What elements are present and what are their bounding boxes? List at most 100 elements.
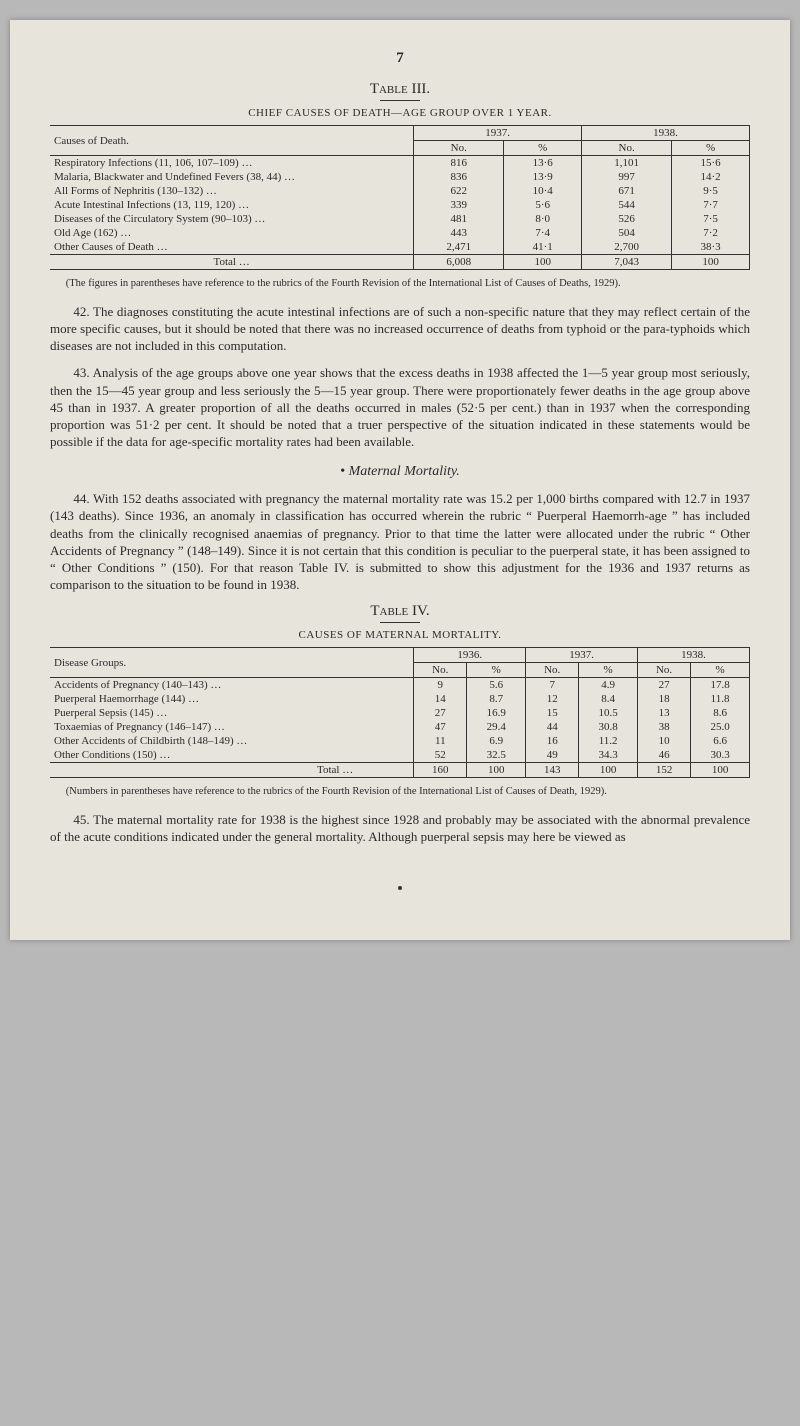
table4-sub-pct: % (467, 663, 526, 678)
table3-sub-pct: % (672, 141, 750, 156)
table-row-val: 8.4 (579, 692, 638, 706)
table4-total-b-no: 143 (526, 763, 579, 778)
table3-total-b-no: 7,043 (582, 255, 672, 270)
table4-head-1937: 1937. (526, 648, 638, 663)
table-row-val: 17.8 (691, 678, 750, 693)
table3-sub-no: No. (582, 141, 672, 156)
table-row-val: 30.8 (579, 720, 638, 734)
table-row-val: 44 (526, 720, 579, 734)
table-row-val: 32.5 (467, 748, 526, 763)
table-row-val: 34.3 (579, 748, 638, 763)
table-row-val: 16 (526, 734, 579, 748)
table-row-val: 47 (414, 720, 467, 734)
table3-head-causes: Causes of Death. (50, 126, 414, 156)
table-row-val: 11.2 (579, 734, 638, 748)
table-row-val: 13·9 (504, 170, 582, 184)
table-row-val: 5.6 (467, 678, 526, 693)
table-row-cause: Respiratory Infections (11, 106, 107–109… (50, 156, 414, 171)
table-row-val: 15·6 (672, 156, 750, 171)
para-42: 42. The diagnoses constituting the acute… (50, 303, 750, 354)
table-row-val: 30.3 (691, 748, 750, 763)
table-row-val: 1,101 (582, 156, 672, 171)
table-row-val: 7 (526, 678, 579, 693)
table3-total-b-pct: 100 (672, 255, 750, 270)
table4-caption: CAUSES OF MATERNAL MORTALITY. (50, 629, 750, 641)
table-row-val: 10.5 (579, 706, 638, 720)
table4-sub-no: No. (414, 663, 467, 678)
table-row-cause: Puerperal Sepsis (145) … (50, 706, 414, 720)
table-row-val: 2,700 (582, 240, 672, 255)
table4-sub-pct: % (579, 663, 638, 678)
table-row-val: 7·7 (672, 198, 750, 212)
table4-footnote: (Numbers in parentheses have reference t… (50, 786, 750, 797)
para-44: 44. With 152 deaths associated with preg… (50, 490, 750, 593)
para-45: 45. The maternal mortality rate for 1938… (50, 811, 750, 845)
rule (380, 100, 420, 101)
table-row-val: 13·6 (504, 156, 582, 171)
table3-sub-no: No. (414, 141, 504, 156)
table-row-val: 12 (526, 692, 579, 706)
table-row-val: 16.9 (467, 706, 526, 720)
table-row-val: 7·5 (672, 212, 750, 226)
table-row-val: 544 (582, 198, 672, 212)
table-row-val: 339 (414, 198, 504, 212)
table-row-val: 504 (582, 226, 672, 240)
table3-footnote: (The figures in parentheses have referen… (50, 278, 750, 289)
table-row-val: 46 (638, 748, 691, 763)
table4-head-1936: 1936. (414, 648, 526, 663)
table-row-val: 836 (414, 170, 504, 184)
table-row-val: 8.6 (691, 706, 750, 720)
table-row-val: 11 (414, 734, 467, 748)
table-row-val: 6.9 (467, 734, 526, 748)
table-row-val: 38 (638, 720, 691, 734)
page: 7 Table III. CHIEF CAUSES OF DEATH—AGE G… (10, 20, 790, 940)
table-row-val: 9·5 (672, 184, 750, 198)
table4-total-a-pct: 100 (467, 763, 526, 778)
table3-total-label: Total … (50, 255, 414, 270)
table-row-cause: Puerperal Haemorrhage (144) … (50, 692, 414, 706)
table-row-val: 481 (414, 212, 504, 226)
table3-caption: CHIEF CAUSES OF DEATH—AGE GROUP OVER 1 Y… (50, 107, 750, 119)
table4-label: Table IV. (50, 603, 750, 620)
table-row-val: 14·2 (672, 170, 750, 184)
table-row-cause: Old Age (162) … (50, 226, 414, 240)
table-row-cause: Toxaemias of Pregnancy (146–147) … (50, 720, 414, 734)
table-row-val: 10·4 (504, 184, 582, 198)
table-row-val: 38·3 (672, 240, 750, 255)
table3-head-1938: 1938. (582, 126, 750, 141)
table-row-cause: Other Accidents of Childbirth (148–149) … (50, 734, 414, 748)
table-row-val: 15 (526, 706, 579, 720)
table4: Disease Groups. 1936. 1937. 1938. No. % … (50, 647, 750, 778)
table-row-cause: Accidents of Pregnancy (140–143) … (50, 678, 414, 693)
table4-total-label: Total … (50, 763, 414, 778)
table-row-val: 41·1 (504, 240, 582, 255)
table4-head-groups: Disease Groups. (50, 648, 414, 678)
table3-label: Table III. (50, 81, 750, 98)
page-number: 7 (50, 50, 750, 67)
table-row-val: 2,471 (414, 240, 504, 255)
table3: Causes of Death. 1937. 1938. No. % No. %… (50, 125, 750, 270)
table-row-val: 13 (638, 706, 691, 720)
table-row-val: 671 (582, 184, 672, 198)
table-row-val: 25.0 (691, 720, 750, 734)
table-row-val: 5·6 (504, 198, 582, 212)
table-row-cause: Malaria, Blackwater and Undefined Fevers… (50, 170, 414, 184)
table-row-val: 622 (414, 184, 504, 198)
table-row-cause: Other Conditions (150) … (50, 748, 414, 763)
table-row-val: 4.9 (579, 678, 638, 693)
table-row-val: 9 (414, 678, 467, 693)
table3-total-a-pct: 100 (504, 255, 582, 270)
table4-total-c-no: 152 (638, 763, 691, 778)
rule (380, 622, 420, 623)
maternal-heading: Maternal Mortality. (50, 464, 750, 480)
table-row-val: 27 (414, 706, 467, 720)
table4-total-c-pct: 100 (691, 763, 750, 778)
table-row-val: 27 (638, 678, 691, 693)
table4-sub-pct: % (691, 663, 750, 678)
table-row-val: 443 (414, 226, 504, 240)
table3-sub-pct: % (504, 141, 582, 156)
table-row-val: 8·0 (504, 212, 582, 226)
table3-total-a-no: 6,008 (414, 255, 504, 270)
table4-sub-no: No. (526, 663, 579, 678)
table-row-val: 7·4 (504, 226, 582, 240)
